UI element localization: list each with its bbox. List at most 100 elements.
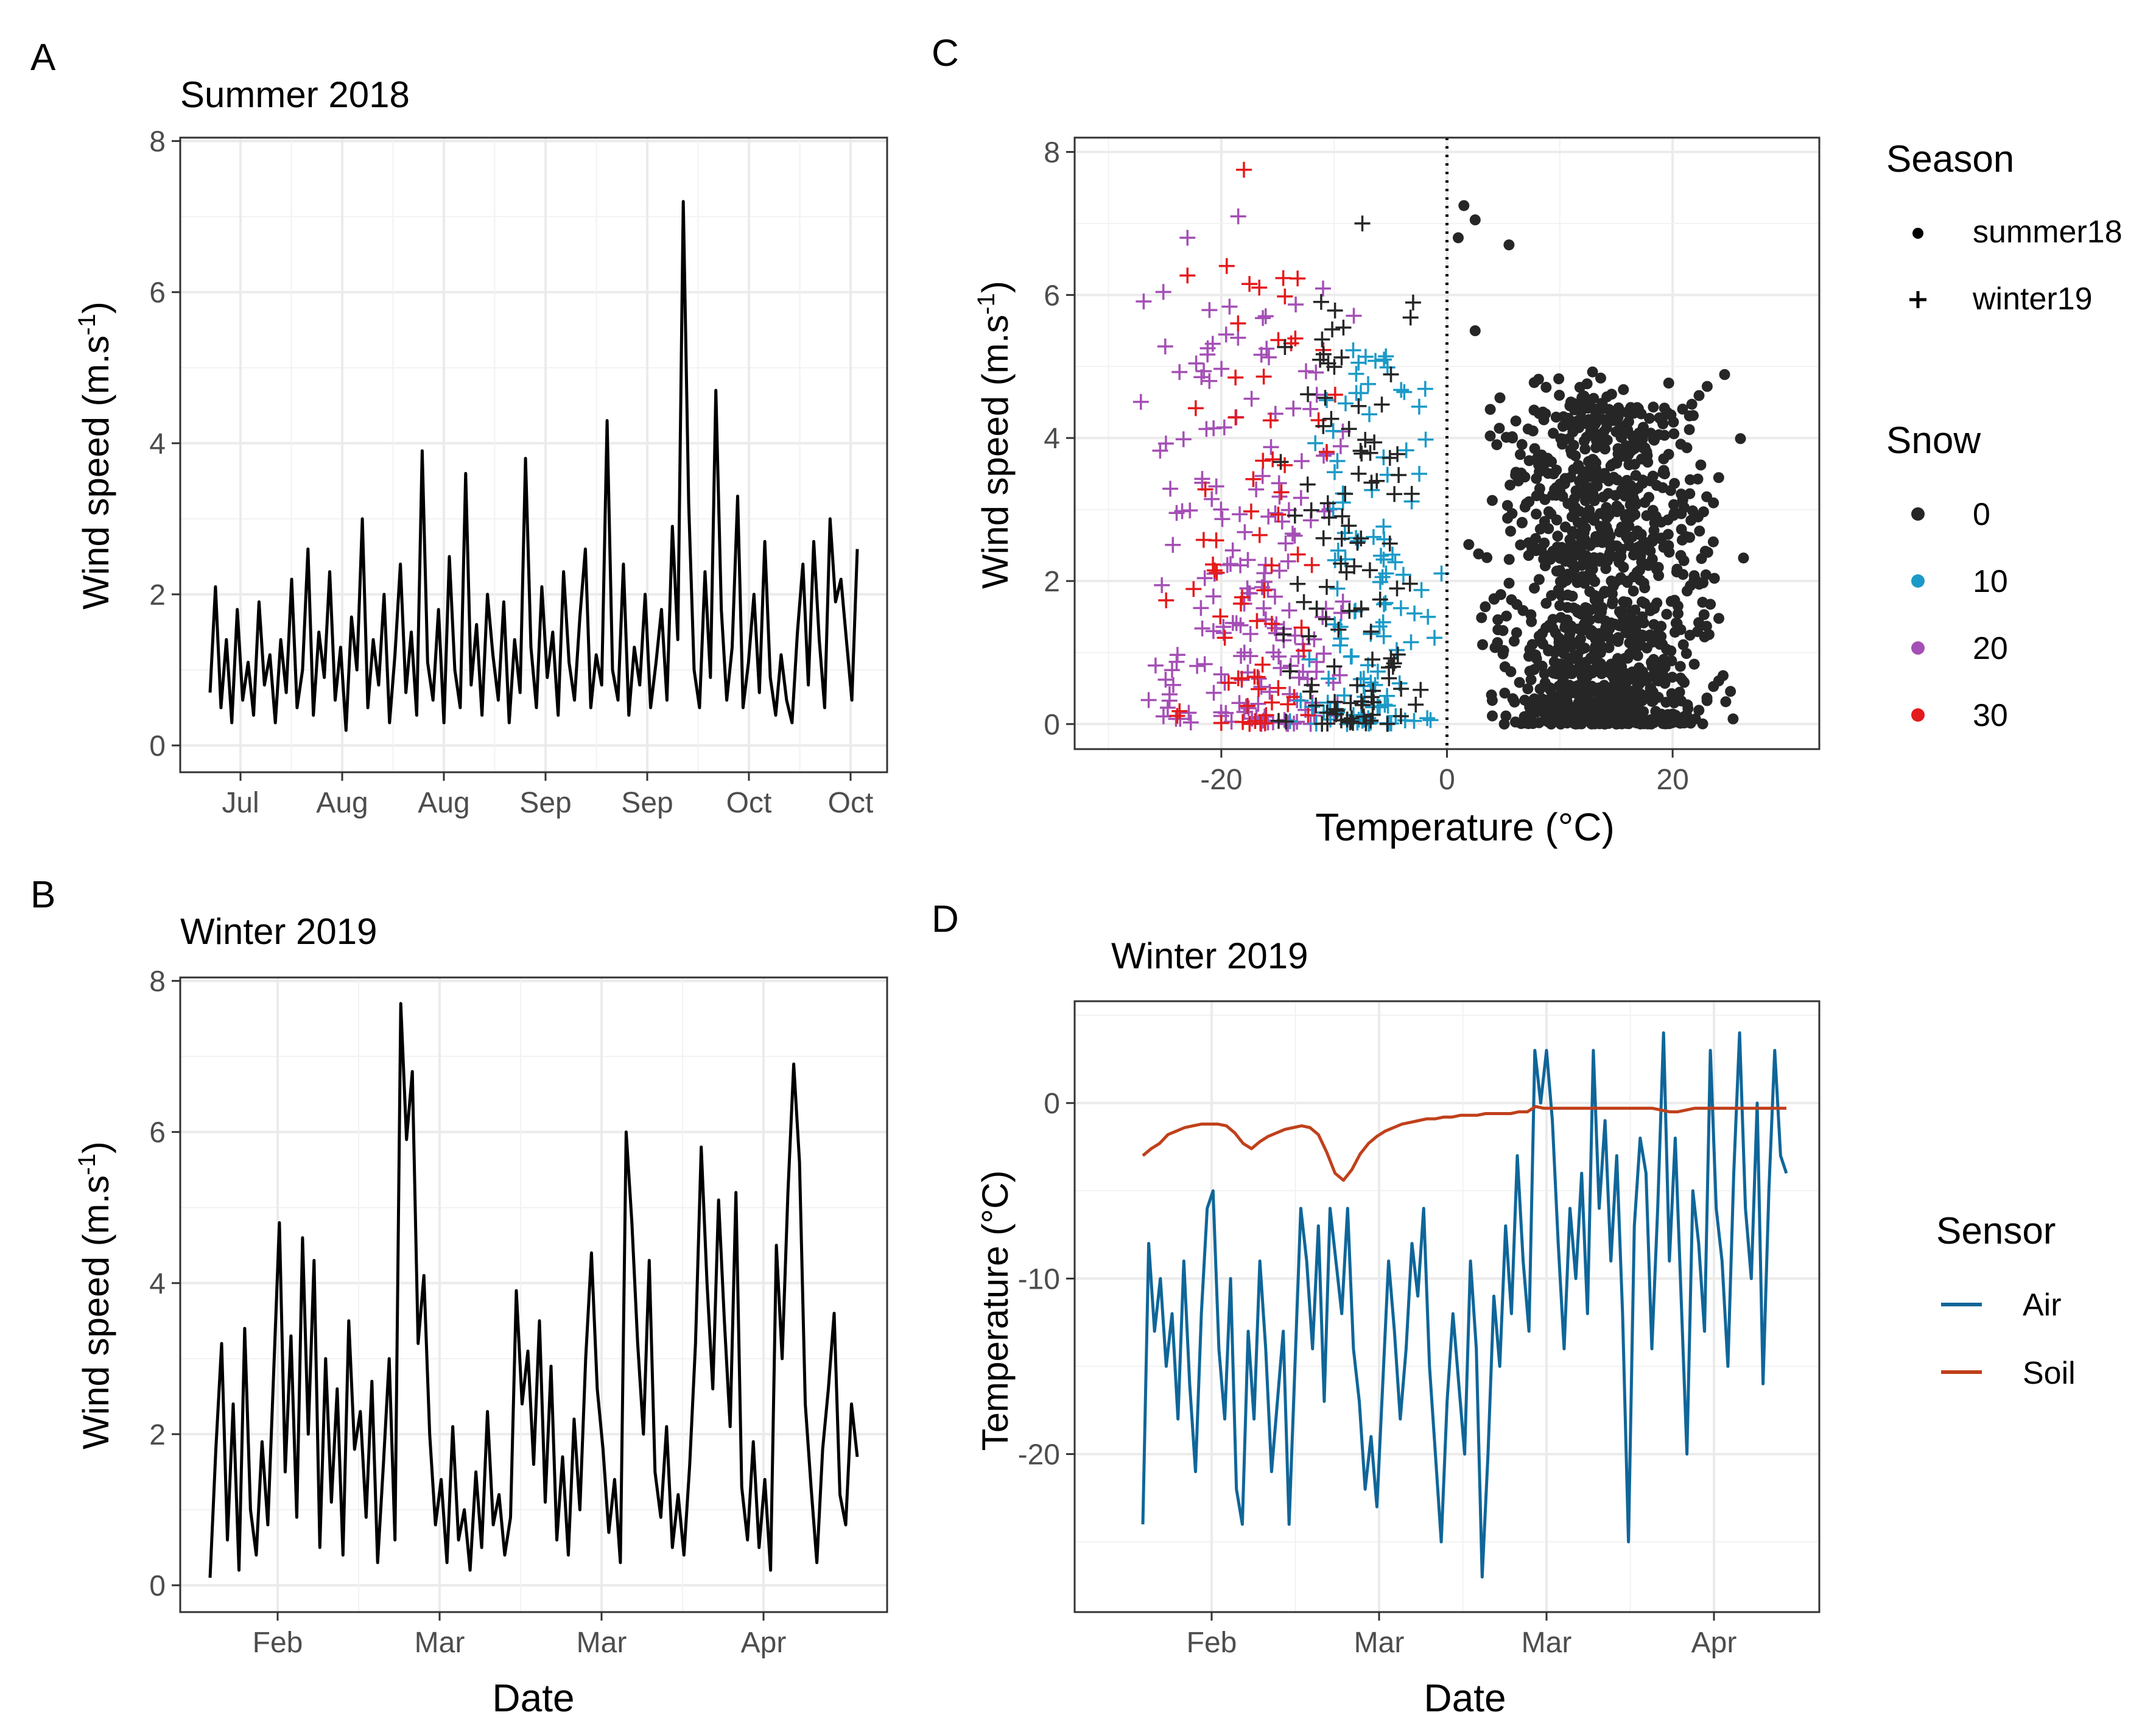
panel-c-point-summer18-snow0 (1669, 477, 1680, 489)
panel-a-x-tick-label: Jul (222, 787, 259, 819)
panel-c-point-winter19-snow20 (1224, 542, 1241, 558)
panel-c-point-winter19-snow20 (1298, 363, 1314, 379)
panel-c-point-winter19-snow20 (1159, 700, 1176, 716)
panel-c-point-summer18-snow0 (1590, 633, 1601, 645)
panel-c-point-summer18-snow0 (1529, 443, 1540, 454)
panel-a-title: Summer 2018 (180, 74, 410, 115)
panel-c-point-winter19-snow0 (1408, 697, 1424, 713)
panel-c-point-summer18-snow0 (1654, 412, 1665, 424)
panel-c-point-summer18-snow0 (1469, 214, 1481, 225)
panel-c-point-summer18-snow0 (1581, 602, 1592, 614)
panel-c-point-summer18-snow0 (1628, 585, 1639, 597)
panel-d-y-axis-label: Temperature (°C) (975, 1171, 1016, 1451)
panel-c-point-summer18-snow0 (1525, 714, 1536, 726)
panel-c-point-winter19-snow20 (1154, 577, 1170, 593)
panel-c-point-winter19-snow30 (1318, 444, 1335, 460)
panel-c-point-summer18-snow0 (1561, 662, 1572, 674)
panel-c-point-summer18-snow0 (1606, 576, 1617, 586)
panel-c-point-summer18-snow0 (1620, 627, 1632, 638)
panel-c-point-summer18-snow0 (1676, 524, 1687, 535)
panel-c-point-summer18-snow0 (1693, 390, 1705, 401)
panel-c-point-winter19-snow0 (1334, 508, 1350, 524)
panel-c-y-tick-label: 0 (1044, 709, 1060, 741)
panel-c-point-summer18-snow0 (1567, 426, 1579, 438)
panel-c-point-summer18-snow0 (1515, 467, 1527, 479)
legend-sensor-title: Sensor (1936, 1210, 2056, 1252)
panel-c-point-summer18-snow0 (1503, 577, 1515, 589)
panel-c-x-tick-label: -20 (1200, 764, 1242, 796)
panel-c-point-winter19-snow20 (1260, 509, 1277, 525)
panel-d-soil-line (1142, 1105, 1786, 1182)
panel-c-point-summer18-snow0 (1499, 688, 1511, 699)
panel-c-point-winter19-snow30 (1169, 708, 1185, 724)
panel-c-point-winter19-snow10 (1379, 359, 1396, 376)
panel-c-point-summer18-snow0 (1635, 408, 1647, 420)
panel-c-point-winter19-snow20 (1315, 609, 1331, 625)
panel-c-point-winter19-snow0 (1363, 713, 1379, 729)
panel-c-point-winter19-snow10 (1427, 630, 1442, 646)
panel-c-point-summer18-snow0 (1610, 658, 1622, 670)
panel-c-point-winter19-snow0 (1386, 486, 1403, 502)
panel-c-point-winter19-snow30 (1241, 276, 1258, 292)
panel-c-point-winter19-snow30 (1327, 387, 1343, 403)
panel-c-point-winter19-snow20 (1274, 513, 1290, 530)
panel-c-point-summer18-snow0 (1637, 666, 1648, 677)
panel-c-point-winter19-snow10 (1348, 385, 1364, 401)
panel-c-point-winter19-snow20 (1285, 526, 1301, 542)
panel-c-point-summer18-snow0 (1599, 684, 1610, 695)
panel-c-point-summer18-snow0 (1533, 574, 1545, 585)
panel-c-point-summer18-snow0 (1528, 377, 1540, 389)
panel-c-point-winter19-snow0 (1365, 683, 1382, 699)
panel-c-point-winter19-snow0 (1392, 708, 1409, 724)
panel-c-point-winter19-snow0 (1389, 580, 1405, 597)
panel-c-point-winter19-snow30 (1290, 270, 1306, 287)
panel-c-point-winter19-snow10 (1325, 423, 1341, 439)
panel-c-point-winter19-snow30 (1234, 589, 1250, 605)
panel-c-point-winter19-snow30 (1270, 506, 1287, 523)
panel-c-point-summer18-snow0 (1613, 715, 1624, 726)
legend-sensor-air-label: Air (2023, 1287, 2062, 1323)
panel-c-point-winter19-snow20 (1204, 491, 1220, 507)
panel-c-point-winter19-snow20 (1165, 677, 1181, 693)
panel-c-point-winter19-snow0 (1326, 658, 1343, 675)
panel-c-point-winter19-snow30 (1252, 715, 1269, 731)
panel-c-point-summer18-snow0 (1586, 680, 1598, 692)
panel-c-point-summer18-snow0 (1614, 526, 1626, 538)
panel-c-point-winter19-snow30 (1245, 471, 1262, 487)
panel-c-point-winter19-snow30 (1264, 694, 1280, 711)
panel-c-point-summer18-snow0 (1701, 692, 1713, 704)
panel-c-point-winter19-snow20 (1194, 474, 1210, 491)
panel-c-point-summer18-snow0 (1564, 534, 1576, 546)
panel-c-point-winter19-snow0 (1372, 591, 1388, 608)
panel-c-point-winter19-snow0 (1315, 418, 1332, 434)
panel-c-point-summer18-snow0 (1525, 674, 1537, 686)
panel-c-point-summer18-snow0 (1713, 613, 1724, 624)
legend-season-summer-label: summer18 (1973, 214, 2123, 250)
panel-c-point-summer18-snow0 (1636, 596, 1648, 608)
panel-c-point-winter19-snow20 (1223, 556, 1238, 572)
panel-c-point-summer18-snow0 (1503, 239, 1515, 251)
panel-c-point-summer18-snow0 (1579, 488, 1590, 499)
panel-c-point-winter19-snow30 (1218, 258, 1235, 274)
panel-c-point-winter19-snow0 (1374, 396, 1390, 413)
panel-c-point-summer18-snow0 (1530, 545, 1542, 557)
panel-c-point-summer18-snow0 (1535, 463, 1547, 475)
panel-c-point-summer18-snow0 (1508, 694, 1519, 705)
panel-a-x-tick-label: Oct (828, 787, 874, 819)
panel-c-point-winter19-snow0 (1301, 628, 1317, 644)
panel-c-point-winter19-snow20 (1291, 669, 1307, 686)
panel-b-x-tick-label: Mar (415, 1627, 465, 1659)
panel-c-point-winter19-snow10 (1420, 608, 1436, 625)
panel-c-point-winter19-snow10 (1417, 431, 1434, 448)
panel-c-point-summer18-snow0 (1663, 378, 1674, 389)
panel-c-point-summer18-snow0 (1573, 539, 1584, 551)
panel-c-point-winter19-snow30 (1263, 557, 1280, 574)
panel-c-point-winter19-snow10 (1327, 464, 1343, 481)
panel-c-point-winter19-snow20 (1254, 468, 1271, 484)
panel-c-point-summer18-snow0 (1659, 403, 1670, 414)
panel-c-point-summer18-snow0 (1694, 526, 1705, 537)
panel-c-point-summer18-snow0 (1553, 373, 1565, 384)
panel-c-point-winter19-snow20 (1189, 658, 1206, 674)
panel-c-point-summer18-snow0 (1487, 710, 1498, 722)
panel-c-point-winter19-snow0 (1379, 716, 1396, 732)
